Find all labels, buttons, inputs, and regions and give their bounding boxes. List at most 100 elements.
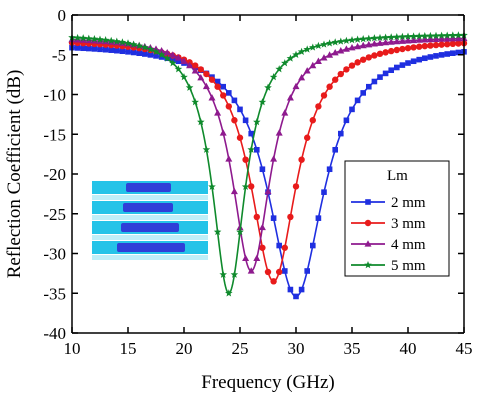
data-point [338, 130, 344, 137]
data-point [248, 183, 255, 190]
y-tick-label: -25 [43, 205, 66, 224]
data-point [332, 76, 339, 83]
data-point [169, 59, 177, 67]
data-point [410, 36, 418, 44]
data-point [298, 286, 305, 293]
inset-gap [92, 255, 208, 260]
data-point [449, 31, 457, 39]
data-point [387, 38, 395, 45]
y-tick-label: -5 [52, 46, 66, 65]
legend-item: 2 mm [351, 195, 426, 211]
data-point [281, 109, 289, 116]
data-point [438, 41, 445, 48]
data-point [304, 134, 311, 141]
data-point [415, 36, 423, 43]
data-point [370, 40, 378, 47]
data-point [404, 32, 412, 40]
data-point [360, 56, 367, 63]
data-point [74, 45, 81, 51]
data-point [174, 65, 183, 73]
data-point [371, 52, 378, 59]
data-point [281, 59, 289, 67]
data-point [180, 57, 188, 64]
data-point [163, 54, 171, 62]
data-point [421, 36, 429, 43]
data-point [169, 51, 177, 58]
data-point [331, 48, 339, 56]
data-point [287, 286, 294, 293]
data-point [191, 98, 199, 106]
data-point [258, 223, 266, 231]
data-point [438, 52, 445, 58]
data-point [197, 118, 205, 126]
data-point [275, 129, 283, 136]
inset-bar [117, 243, 185, 252]
data-point [124, 39, 132, 47]
data-point [398, 37, 406, 44]
data-point [135, 41, 143, 50]
data-point [393, 46, 400, 54]
data-point [426, 31, 435, 40]
data-point [73, 33, 82, 42]
data-point [259, 166, 266, 173]
data-point [438, 35, 446, 42]
plot-area [68, 31, 468, 300]
data-point [276, 268, 283, 276]
data-point [157, 50, 166, 58]
data-point [320, 92, 328, 99]
data-point [219, 129, 227, 136]
data-point [365, 54, 372, 61]
data-point [315, 215, 322, 221]
data-point [191, 67, 199, 74]
ticks: 10 15 20 25 30 35 40 45 0 -5 -10 -15 -20 -25 -30 -35 -40 [43, 6, 472, 358]
inset-bar [121, 223, 179, 232]
data-point [220, 92, 227, 99]
data-point [404, 37, 412, 44]
y-tick-label: -40 [43, 324, 66, 343]
data-point [292, 183, 300, 190]
data-point [97, 46, 103, 53]
legend: Lm 2 mm 3 mm 4 mm 5 mm [344, 160, 450, 277]
data-point [309, 61, 317, 69]
data-point [180, 73, 188, 81]
data-point [377, 74, 383, 80]
data-point [364, 240, 372, 247]
data-point [270, 155, 278, 162]
data-point [197, 73, 205, 81]
data-point [208, 76, 216, 83]
data-point [259, 244, 266, 251]
data-point [114, 47, 120, 54]
data-point [360, 90, 366, 96]
data-point [427, 42, 434, 49]
inset-bar [123, 203, 173, 212]
data-point [348, 36, 356, 44]
data-point [310, 242, 316, 249]
data-point [292, 50, 300, 58]
data-point [309, 117, 316, 124]
data-point [405, 60, 411, 66]
data-point [202, 145, 211, 153]
data-point [388, 67, 394, 74]
data-point [203, 70, 210, 78]
data-point [242, 254, 250, 261]
data-point [247, 145, 255, 153]
legend-label: 2 mm [391, 195, 426, 211]
data-point [298, 156, 305, 163]
data-point [332, 146, 338, 153]
data-point [393, 32, 401, 41]
data-point [416, 43, 423, 50]
data-point [370, 34, 379, 42]
data-point [197, 66, 204, 73]
data-point [225, 103, 232, 110]
data-point [404, 44, 412, 52]
data-point [297, 47, 306, 56]
data-point [303, 45, 311, 53]
data-point [364, 219, 372, 227]
data-point [79, 34, 87, 42]
x-tick-label: 45 [456, 339, 473, 358]
data-point [365, 199, 371, 205]
legend-label: 3 mm [391, 216, 426, 232]
data-point [309, 43, 317, 51]
data-point [96, 35, 104, 43]
